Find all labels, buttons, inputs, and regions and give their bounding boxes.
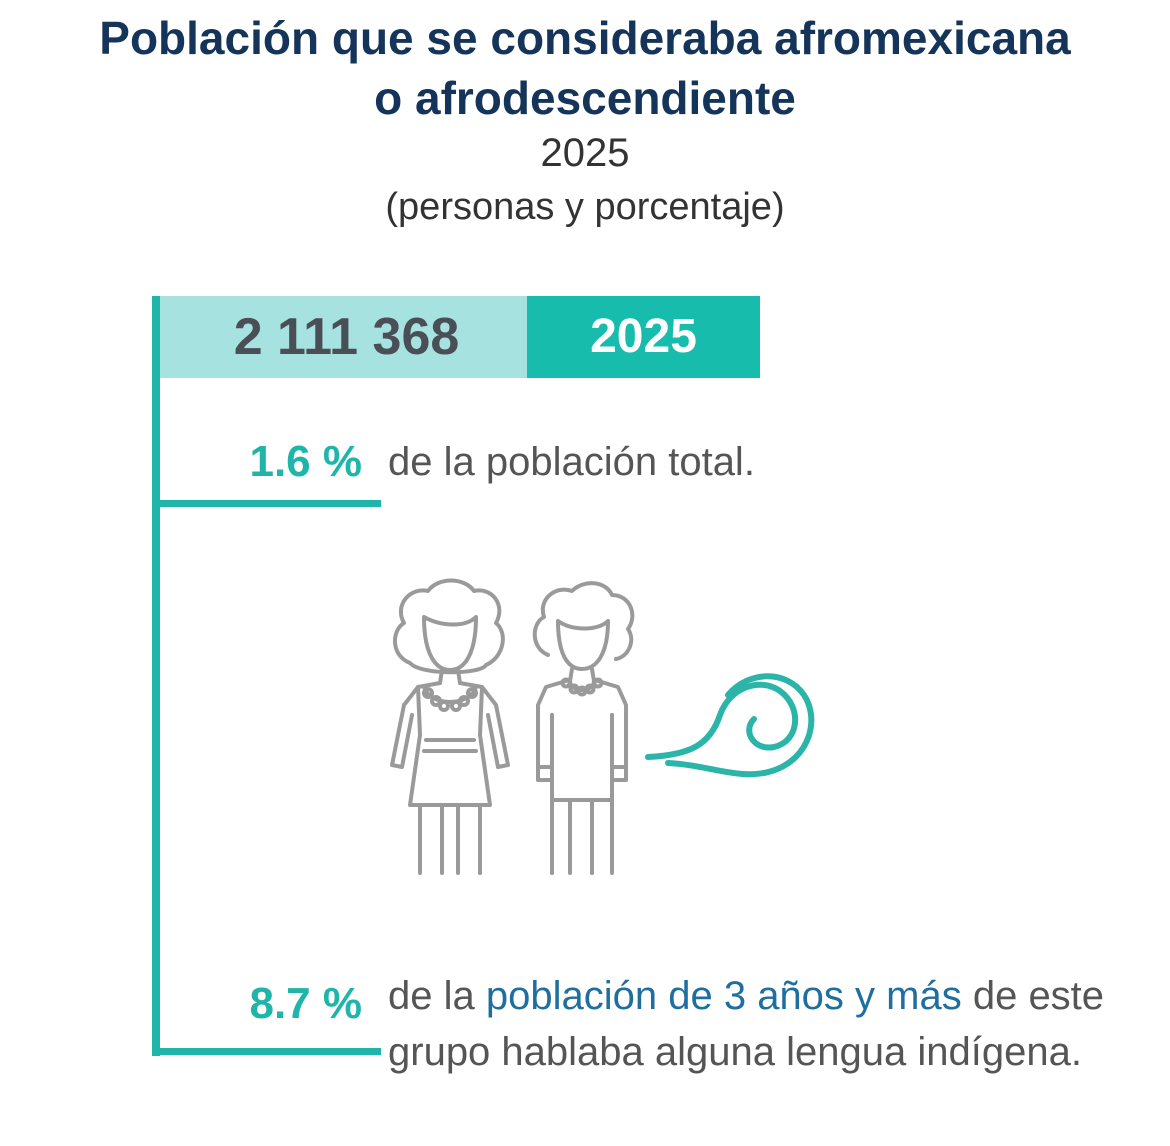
population-badge: 2 111 368 bbox=[160, 296, 527, 378]
people-illustration bbox=[390, 578, 815, 875]
stat-text-indigenous: de la población de 3 años y más de este … bbox=[388, 968, 1148, 1080]
speech-scroll-icon bbox=[645, 673, 815, 778]
stat-percent-total: 1.6 % bbox=[249, 437, 362, 486]
woman-icon bbox=[390, 578, 510, 875]
stat-text-total: de la población total. bbox=[388, 440, 755, 484]
page-title: Población que se consideraba afromexican… bbox=[0, 8, 1170, 128]
year-badge: 2025 bbox=[527, 296, 760, 378]
vertical-rule bbox=[152, 296, 160, 1056]
horizontal-rule-first bbox=[152, 500, 381, 507]
title-line-1: Población que se consideraba afromexican… bbox=[99, 12, 1071, 64]
stat-text-suffix: de este grupo hablaba alguna lengua indí… bbox=[388, 974, 1105, 1074]
stat-text-prefix: de la bbox=[388, 974, 486, 1018]
title-line-2: o afrodescendiente bbox=[374, 72, 796, 124]
stat-text-highlight: población de 3 años y más bbox=[485, 974, 962, 1018]
horizontal-rule-second bbox=[152, 1048, 381, 1055]
subtitle-unit: (personas y porcentaje) bbox=[385, 186, 785, 228]
man-icon bbox=[532, 581, 635, 875]
subtitle-year: 2025 bbox=[540, 131, 630, 175]
stat-percent-indigenous: 8.7 % bbox=[249, 979, 362, 1028]
